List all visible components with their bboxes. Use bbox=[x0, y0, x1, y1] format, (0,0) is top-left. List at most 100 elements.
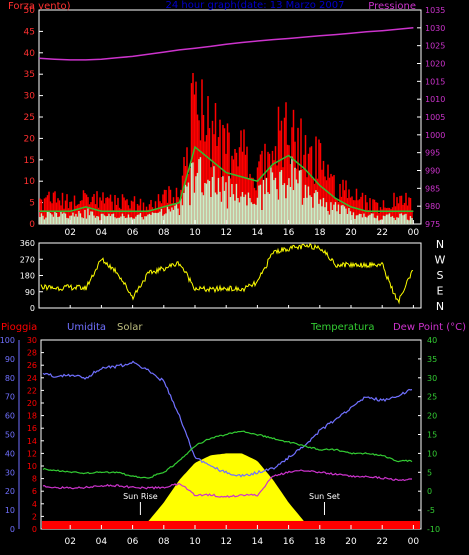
rain-y-tick-label: 12 bbox=[27, 449, 37, 458]
wind-y-tick-label: 25 bbox=[24, 113, 35, 123]
sun-set-label: Sun Set bbox=[309, 492, 340, 501]
pressure-y-tick-label: 980 bbox=[425, 202, 440, 211]
temperature-y-tick-label: -10 bbox=[427, 525, 440, 534]
wind-x-tick-label: 12 bbox=[220, 228, 231, 238]
humidity-y-tick-label: 10 bbox=[5, 506, 15, 515]
pressure-y-tick-label: 995 bbox=[425, 149, 440, 158]
pressure-title: Pressione bbox=[368, 1, 416, 12]
humidity-y-tick-label: 100 bbox=[0, 336, 15, 345]
rain-y-tick-label: 0 bbox=[32, 525, 37, 534]
weather-x-tick-label: 16 bbox=[283, 537, 295, 547]
wind-x-tick-label: 20 bbox=[345, 228, 357, 238]
wind-x-tick-label: 10 bbox=[189, 228, 201, 238]
temperature-y-tick-label: 5 bbox=[427, 468, 432, 477]
direction-y-tick-label: 270 bbox=[20, 255, 35, 264]
pressure-y-tick-label: 985 bbox=[425, 184, 440, 193]
rain-y-tick-label: 18 bbox=[27, 412, 37, 421]
temperature-y-tick-label: 35 bbox=[427, 355, 437, 364]
pressure-y-tick-label: 1025 bbox=[425, 42, 445, 51]
wind-y-tick-label: 45 bbox=[24, 27, 35, 37]
compass-label: E bbox=[437, 285, 444, 298]
pressure-y-tick-label: 1015 bbox=[425, 77, 445, 86]
rain-y-tick-label: 22 bbox=[27, 386, 37, 395]
pressure-y-tick-label: 1030 bbox=[425, 24, 445, 33]
weather-x-tick-label: 14 bbox=[252, 537, 264, 547]
temperature-y-tick-label: 20 bbox=[427, 412, 437, 421]
wind-y-tick-label: 0 bbox=[29, 220, 35, 230]
compass-label: S bbox=[437, 269, 444, 282]
wind-average-line bbox=[39, 145, 414, 212]
wind-x-tick-label: 18 bbox=[314, 228, 326, 238]
weather-x-tick-label: 00 bbox=[408, 537, 420, 547]
rain-y-tick-label: 28 bbox=[27, 349, 37, 358]
temperature-title: Temperatura bbox=[310, 322, 375, 333]
humidity-y-tick-label: 0 bbox=[10, 525, 15, 534]
rain-y-tick-label: 2 bbox=[32, 512, 37, 521]
direction-plot-frame bbox=[38, 242, 422, 309]
rain-y-tick-label: 16 bbox=[27, 424, 37, 433]
weather-x-tick-label: 02 bbox=[64, 537, 75, 547]
rain-y-tick-label: 14 bbox=[27, 437, 37, 446]
rain-title: Pioggia bbox=[1, 322, 37, 333]
dewpoint-title: Dew Point (°C) bbox=[393, 322, 466, 333]
pressure-y-tick-label: 975 bbox=[425, 220, 440, 229]
rain-y-tick-label: 8 bbox=[32, 475, 37, 484]
weather-x-tick-label: 18 bbox=[314, 537, 326, 547]
pressure-y-tick-label: 990 bbox=[425, 167, 440, 176]
pressure-y-tick-label: 1020 bbox=[425, 60, 445, 69]
wind-x-tick-label: 04 bbox=[96, 228, 108, 238]
temperature-y-tick-label: 30 bbox=[427, 374, 437, 383]
pressure-y-tick-label: 1000 bbox=[425, 131, 445, 140]
wind-x-tick-label: 08 bbox=[158, 228, 170, 238]
wind-x-tick-label: 22 bbox=[376, 228, 387, 238]
wind-y-tick-label: 30 bbox=[24, 92, 36, 102]
wind-title: Forza vento) bbox=[8, 1, 71, 12]
humidity-y-tick-label: 20 bbox=[5, 487, 15, 496]
humidity-y-tick-label: 80 bbox=[5, 374, 15, 383]
humidity-y-tick-label: 70 bbox=[5, 393, 15, 402]
compass-label: N bbox=[436, 238, 444, 251]
temperature-y-tick-label: 10 bbox=[427, 449, 437, 458]
temperature-y-tick-label: 25 bbox=[427, 393, 437, 402]
humidity-title: Umidita bbox=[67, 322, 106, 333]
pressure-y-tick-label: 1005 bbox=[425, 113, 445, 122]
direction-line bbox=[40, 243, 414, 305]
pressure-y-tick-label: 1035 bbox=[425, 6, 445, 15]
rain-y-tick-label: 6 bbox=[32, 487, 37, 496]
wind-x-tick-label: 06 bbox=[127, 228, 139, 238]
rain-y-tick-label: 30 bbox=[27, 336, 37, 345]
solar-title: Solar bbox=[117, 322, 143, 333]
pressure-line bbox=[38, 27, 414, 61]
rain-y-tick-label: 26 bbox=[27, 361, 37, 370]
temperature-y-tick-label: 0 bbox=[427, 487, 432, 496]
temperature-line bbox=[42, 430, 413, 479]
rain-y-tick-label: 4 bbox=[32, 500, 37, 509]
rain-bar bbox=[42, 520, 420, 529]
temperature-y-tick-label: -5 bbox=[427, 506, 435, 515]
weather-x-tick-label: 06 bbox=[127, 537, 139, 547]
direction-y-tick-label: 180 bbox=[20, 272, 35, 281]
rain-y-tick-label: 10 bbox=[27, 462, 37, 471]
wind-x-tick-label: 16 bbox=[283, 228, 295, 238]
temperature-y-tick-label: 40 bbox=[427, 336, 437, 345]
wind-y-tick-label: 5 bbox=[29, 199, 35, 209]
weather-x-tick-label: 04 bbox=[96, 537, 108, 547]
wind-y-tick-label: 35 bbox=[24, 70, 35, 80]
temperature-y-tick-label: 15 bbox=[427, 431, 437, 440]
wind-y-tick-label: 20 bbox=[24, 134, 36, 144]
wind-x-tick-label: 14 bbox=[252, 228, 264, 238]
humidity-y-tick-label: 40 bbox=[5, 449, 15, 458]
humidity-y-tick-label: 50 bbox=[5, 431, 15, 440]
weather-x-tick-label: 20 bbox=[345, 537, 357, 547]
weather-x-tick-label: 10 bbox=[189, 537, 201, 547]
direction-y-tick-label: 90 bbox=[25, 288, 35, 297]
graph-title: 24 hour graph(date: 13 Marzo 2007 bbox=[165, 0, 344, 11]
rain-y-tick-label: 24 bbox=[27, 374, 37, 383]
weather-x-tick-label: 12 bbox=[220, 537, 231, 547]
humidity-line bbox=[42, 360, 413, 478]
compass-label: N bbox=[436, 300, 444, 313]
humidity-y-tick-label: 90 bbox=[5, 355, 15, 364]
weather-x-tick-label: 08 bbox=[158, 537, 170, 547]
